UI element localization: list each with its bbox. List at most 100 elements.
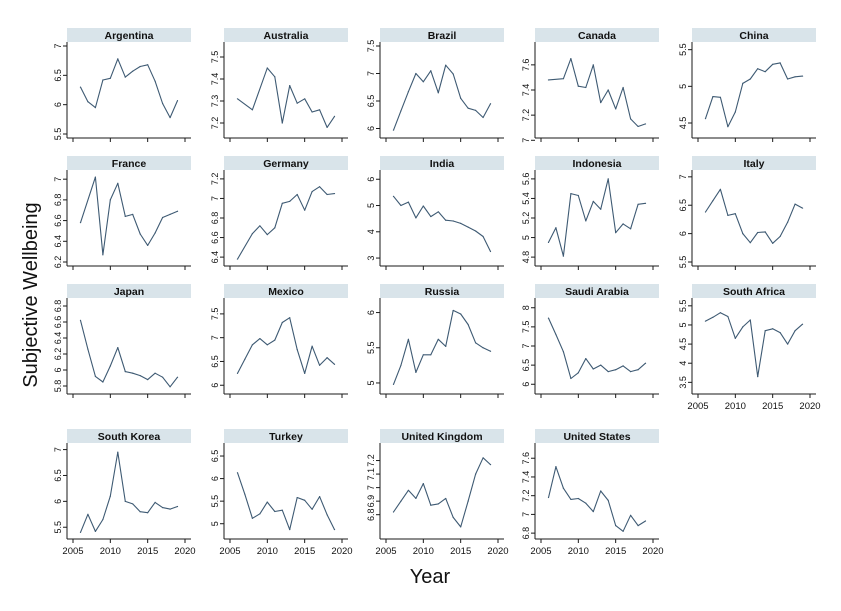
series-line-indonesia — [548, 178, 646, 257]
x-tick-label: 2015 — [294, 546, 315, 557]
y-tick-label: 6.8 — [521, 527, 531, 540]
data-point — [94, 107, 96, 109]
data-point — [712, 96, 714, 98]
data-point — [251, 344, 253, 346]
data-point — [644, 520, 647, 522]
series-line-south-korea — [79, 451, 178, 533]
panel-title: South Africa — [723, 286, 785, 298]
data-point — [570, 498, 572, 501]
data-point — [794, 330, 796, 332]
data-point — [712, 316, 714, 318]
data-point — [132, 503, 134, 505]
data-point — [147, 64, 149, 66]
data-point — [630, 228, 632, 230]
data-point — [779, 235, 781, 238]
data-point — [139, 511, 141, 513]
data-point — [475, 109, 477, 111]
data-point — [555, 466, 557, 468]
data-point — [764, 71, 766, 73]
data-point — [577, 497, 579, 500]
data-point — [445, 64, 447, 66]
panel-header — [535, 156, 659, 170]
data-point — [600, 208, 602, 210]
y-tick-label: 7.5 — [366, 40, 376, 53]
data-point — [801, 75, 804, 77]
data-point — [79, 531, 82, 534]
data-point — [547, 317, 550, 319]
panel-turkey: Turkey 5 5.5 6 6.5 2005 2010 2015 2020 — [210, 429, 353, 557]
data-point — [154, 501, 156, 503]
panel-title: India — [430, 158, 455, 170]
data-point — [562, 255, 565, 257]
y-tick-label: 6 — [53, 102, 63, 107]
data-point — [757, 376, 759, 378]
data-point — [407, 91, 409, 93]
panel-title: Russia — [425, 286, 460, 298]
data-point — [475, 230, 477, 232]
data-point — [749, 78, 751, 80]
y-tick-label: 5.5 — [53, 128, 63, 141]
data-point — [94, 530, 96, 532]
data-point — [585, 502, 587, 504]
data-point — [289, 85, 291, 87]
series-line-japan — [79, 320, 178, 388]
data-point — [734, 111, 736, 113]
panel-japan: Japan 5.8 6 6.2 6.4 6.6 6.8 — [53, 284, 191, 398]
panel-title: Argentina — [104, 30, 153, 42]
data-point — [794, 76, 796, 78]
data-point — [259, 338, 261, 340]
y-tick-label: 7.2 — [210, 117, 220, 130]
data-point — [592, 200, 594, 202]
data-point — [445, 345, 447, 347]
y-tick-label: 6.2 — [53, 256, 63, 269]
data-point — [704, 320, 707, 322]
y-tick-label: 4.5 — [678, 338, 688, 351]
data-point — [562, 487, 565, 489]
data-point — [139, 375, 141, 377]
y-tick-label: 7 — [366, 485, 376, 490]
y-tick-label: 7 — [210, 196, 220, 201]
y-tick-label: 6.4 — [53, 332, 63, 345]
data-point — [124, 76, 126, 78]
data-point — [489, 250, 492, 253]
data-point — [430, 215, 432, 218]
y-tick-label: 7 — [521, 138, 531, 143]
data-point — [415, 217, 417, 219]
data-point — [154, 232, 156, 234]
data-point — [570, 192, 572, 195]
panel-title: Mexico — [268, 286, 304, 298]
data-point — [281, 202, 283, 204]
series-line-argentina — [80, 58, 179, 119]
data-point — [570, 57, 572, 60]
data-point — [422, 205, 424, 207]
data-point — [296, 102, 298, 104]
data-point — [274, 227, 276, 229]
panel-header — [380, 284, 504, 298]
data-point — [117, 347, 119, 349]
y-tick-label: 6.6 — [53, 316, 63, 329]
data-point — [266, 67, 268, 69]
data-point — [274, 339, 276, 341]
data-point — [296, 348, 298, 351]
data-point — [169, 116, 171, 119]
panel-title: Indonesia — [572, 158, 621, 170]
data-point — [704, 118, 707, 120]
data-point — [607, 178, 609, 180]
data-point — [452, 220, 454, 222]
data-point — [132, 213, 134, 215]
data-point — [630, 118, 632, 120]
data-point — [289, 200, 291, 202]
data-point — [615, 525, 617, 527]
series-line-saudi-arabia — [547, 317, 646, 380]
panel-header — [380, 156, 504, 170]
y-tick-label: 5.8 — [53, 380, 63, 393]
y-tick-label: 4.5 — [678, 117, 688, 130]
y-tick-label: 5 — [366, 380, 376, 385]
data-point — [236, 258, 239, 260]
data-point — [787, 78, 789, 80]
y-tick-label: 7.1 — [366, 468, 376, 481]
data-point — [734, 337, 736, 339]
y-tick-label: 6.5 — [210, 355, 220, 368]
y-tick-label: 6.5 — [53, 469, 63, 482]
data-point — [637, 525, 639, 527]
